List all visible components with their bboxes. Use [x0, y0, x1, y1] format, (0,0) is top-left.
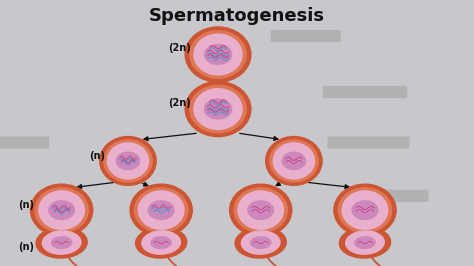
Ellipse shape [204, 98, 232, 120]
Ellipse shape [339, 226, 391, 259]
Ellipse shape [354, 236, 376, 249]
Ellipse shape [51, 236, 73, 249]
Text: (2n): (2n) [168, 43, 191, 53]
Ellipse shape [138, 190, 185, 230]
Ellipse shape [36, 226, 88, 259]
Ellipse shape [116, 152, 140, 170]
Ellipse shape [282, 152, 306, 170]
Ellipse shape [141, 230, 181, 255]
Ellipse shape [34, 187, 89, 233]
Ellipse shape [184, 81, 252, 137]
Ellipse shape [265, 136, 323, 186]
Ellipse shape [99, 136, 157, 186]
Text: Spermatogenesis: Spermatogenesis [149, 7, 325, 25]
Ellipse shape [351, 200, 379, 220]
Ellipse shape [193, 34, 243, 76]
Ellipse shape [235, 226, 287, 259]
Ellipse shape [189, 85, 247, 134]
Ellipse shape [233, 187, 288, 233]
Ellipse shape [273, 142, 315, 180]
Ellipse shape [42, 230, 82, 255]
Text: (n): (n) [18, 200, 34, 210]
Ellipse shape [345, 230, 385, 255]
Ellipse shape [229, 184, 292, 237]
Ellipse shape [189, 30, 247, 79]
Ellipse shape [147, 200, 175, 220]
Ellipse shape [129, 184, 193, 237]
Ellipse shape [107, 142, 149, 180]
Ellipse shape [103, 139, 153, 183]
Ellipse shape [237, 190, 284, 230]
Ellipse shape [135, 226, 187, 259]
Ellipse shape [184, 26, 252, 83]
FancyBboxPatch shape [0, 136, 49, 149]
Ellipse shape [333, 184, 397, 237]
Text: (2n): (2n) [168, 98, 191, 108]
Ellipse shape [204, 44, 232, 65]
Text: (n): (n) [18, 242, 34, 252]
Ellipse shape [30, 184, 93, 237]
FancyBboxPatch shape [271, 30, 341, 42]
Text: (n): (n) [89, 151, 105, 161]
Ellipse shape [269, 139, 319, 183]
Ellipse shape [38, 190, 85, 230]
Ellipse shape [341, 190, 389, 230]
FancyBboxPatch shape [323, 86, 407, 98]
Ellipse shape [241, 230, 281, 255]
Ellipse shape [247, 200, 274, 220]
FancyBboxPatch shape [351, 190, 428, 202]
Ellipse shape [134, 187, 189, 233]
Ellipse shape [337, 187, 392, 233]
Ellipse shape [150, 236, 172, 249]
Ellipse shape [48, 200, 75, 220]
FancyBboxPatch shape [328, 136, 410, 149]
Ellipse shape [193, 88, 243, 130]
Ellipse shape [250, 236, 272, 249]
